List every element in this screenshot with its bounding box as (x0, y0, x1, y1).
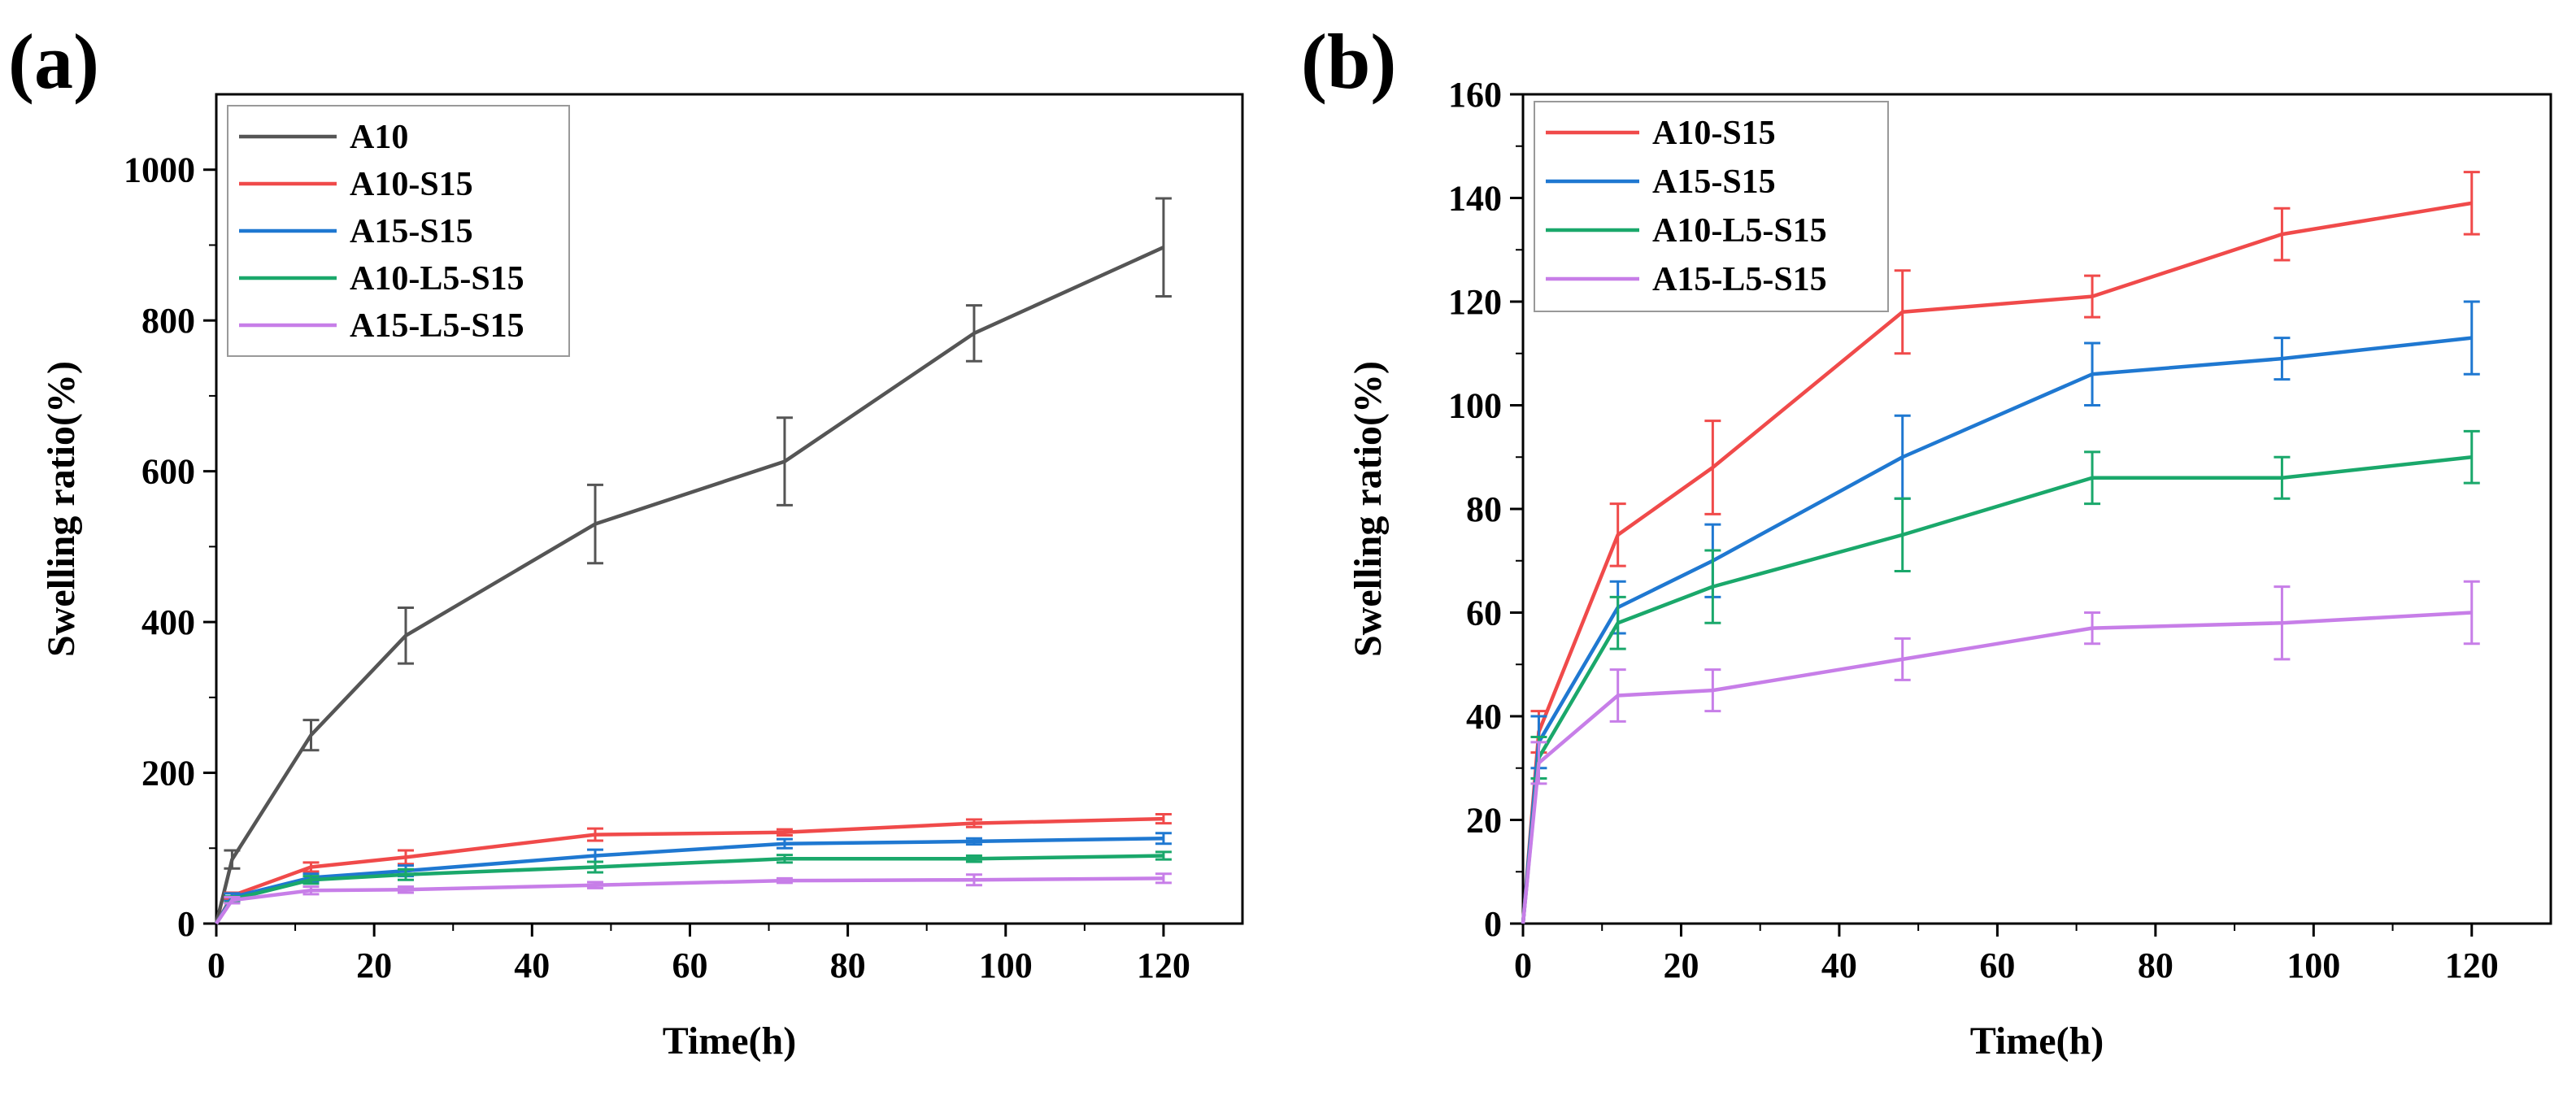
legend: A10-S15 A15-S15 A10-L5-S15 A15-L5-S15 (1534, 101, 1889, 312)
series-line (214, 246, 1164, 924)
y-tick-label: 1000 (124, 150, 195, 190)
y-tick-label: 80 (1466, 489, 1502, 529)
y-tick-label: 600 (141, 452, 195, 492)
x-tick-label: 120 (2445, 946, 2499, 985)
x-axis-title: Time(h) (663, 1020, 796, 1063)
series-line (215, 876, 1164, 925)
y-tick-label: 120 (1448, 282, 1502, 322)
y-tick-label: 100 (1448, 386, 1502, 426)
y-tick-label: 60 (1466, 593, 1502, 633)
y-tick-label: 0 (177, 904, 195, 944)
x-tick-label: 100 (979, 946, 1033, 985)
series-line (1521, 611, 2472, 924)
legend-entry: A15-S15 (1652, 163, 1776, 201)
legend-entry: A10-L5-S15 (1652, 212, 1827, 250)
panel-label: (a) (8, 18, 99, 105)
legend: A10 A10-S15 A15-S15 A10-L5-S15 A15-L5-S15 (227, 105, 570, 357)
legend-entry: A15-L5-S15 (1652, 261, 1827, 298)
y-tick-label: 140 (1448, 179, 1502, 219)
series-line (215, 816, 1164, 925)
y-tick-label: 200 (141, 754, 195, 793)
chart-panel-a: (a) 0 20 40 60 80 100 120 0 200 400 600 800 1000 Time(… (8, 18, 1244, 1063)
series-a15-l5-s15 (1521, 580, 2480, 924)
x-tick-label: 20 (1663, 946, 1699, 985)
y-axis-title: Swelling ratio(%) (1347, 361, 1390, 657)
y-tick-label: 0 (1484, 904, 1502, 944)
series-line (1521, 336, 2473, 924)
series-line (1521, 201, 2473, 924)
x-tick-label: 120 (1137, 946, 1190, 985)
legend-box (1534, 101, 1889, 312)
legend-entry: A10-L5-S15 (350, 260, 524, 298)
series-line (1521, 455, 2473, 924)
series-a15-l5-s15 (215, 872, 1172, 925)
y-axis-title: Swelling ratio(%) (40, 361, 83, 657)
x-tick-label: 0 (1514, 946, 1532, 985)
series-line (215, 836, 1164, 925)
x-tick-label: 100 (2287, 946, 2340, 985)
x-tick-label: 80 (2138, 946, 2174, 985)
legend-entry: A15-S15 (350, 213, 473, 250)
y-tick-label: 160 (1448, 75, 1502, 115)
legend-entry: A10 (350, 119, 408, 156)
chart-panel-b: (b) 0 20 40 60 80 100 120 0 20 40 60 80 100 120 140 160 T… (1301, 18, 2552, 1063)
series-a10-l5-s15 (1521, 429, 2480, 924)
y-tick-label: 40 (1466, 697, 1502, 737)
x-tick-label: 0 (207, 946, 225, 985)
legend-entry: A10-S15 (350, 166, 473, 203)
legend-entry: A15-L5-S15 (350, 307, 524, 345)
legend-entry: A10-S15 (1652, 115, 1776, 152)
plot-frame (215, 93, 1244, 925)
series-a10-s15 (215, 813, 1172, 925)
y-tick-label: 20 (1466, 801, 1502, 841)
x-tick-label: 20 (356, 946, 392, 985)
y-tick-label: 800 (141, 301, 195, 341)
panel-label: (b) (1301, 18, 1396, 105)
x-tick-label: 60 (672, 946, 707, 985)
x-axis-title: Time(h) (1970, 1020, 2104, 1063)
x-tick-label: 60 (1979, 946, 2015, 985)
x-tick-label: 40 (514, 946, 550, 985)
series-a10 (214, 197, 1172, 924)
x-tick-label: 80 (830, 946, 866, 985)
y-tick-label: 400 (141, 602, 195, 642)
series-a15-s15 (1521, 300, 2480, 924)
x-tick-label: 40 (1821, 946, 1857, 985)
series-line (215, 854, 1164, 925)
